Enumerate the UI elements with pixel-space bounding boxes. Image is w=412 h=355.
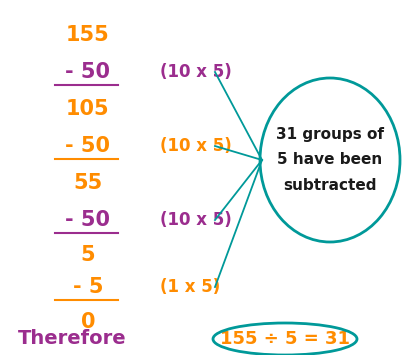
Text: 105: 105 [66, 99, 110, 119]
Text: - 50: - 50 [66, 210, 110, 230]
Text: - 50: - 50 [66, 136, 110, 156]
Text: subtracted: subtracted [283, 178, 377, 192]
Text: 5: 5 [81, 245, 95, 265]
Text: (10 x 5): (10 x 5) [160, 137, 232, 155]
Text: 155 ÷ 5 = 31: 155 ÷ 5 = 31 [220, 330, 350, 348]
Text: - 50: - 50 [66, 62, 110, 82]
Text: - 5: - 5 [73, 277, 103, 297]
Text: (1 x 5): (1 x 5) [160, 278, 220, 296]
Text: Therefore: Therefore [18, 329, 126, 349]
Text: 155: 155 [66, 25, 110, 45]
Text: (10 x 5): (10 x 5) [160, 211, 232, 229]
Text: 0: 0 [81, 312, 95, 332]
Text: 31 groups of: 31 groups of [276, 127, 384, 142]
Text: 5 have been: 5 have been [277, 153, 383, 168]
Text: (10 x 5): (10 x 5) [160, 63, 232, 81]
Text: 55: 55 [73, 173, 103, 193]
